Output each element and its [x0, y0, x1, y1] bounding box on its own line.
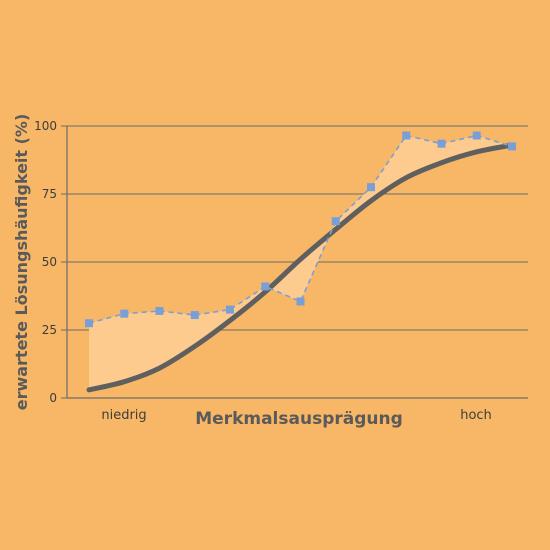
- data-point-3: [190, 311, 199, 320]
- data-point-2: [155, 306, 164, 315]
- data-point-5: [261, 282, 270, 291]
- data-point-12: [508, 142, 516, 151]
- difference-area: [89, 135, 512, 390]
- data-point-6: [296, 297, 305, 306]
- y-tick-label-100: 100: [34, 119, 57, 133]
- y-tick-label-0: 0: [49, 391, 57, 405]
- y-axis-title: erwartete Lösungshäufigkeit (%): [12, 114, 31, 411]
- x-label-high: hoch: [460, 408, 492, 423]
- data-point-7: [331, 217, 340, 226]
- y-tick-label-25: 25: [42, 323, 57, 337]
- y-ticks: 0 25 50 75 100: [34, 119, 67, 405]
- y-tick-label-50: 50: [42, 255, 57, 269]
- data-point-11: [472, 131, 481, 140]
- y-tick-label-75: 75: [42, 187, 57, 201]
- x-label-low: niedrig: [101, 408, 146, 423]
- data-point-1: [120, 309, 129, 318]
- x-axis-title: Merkmalsausprägung: [195, 409, 403, 429]
- gridlines: [67, 125, 528, 331]
- data-point-8: [367, 183, 375, 192]
- series-markers: [85, 131, 516, 328]
- series-solid-curve: [86, 142, 515, 393]
- data-point-4: [226, 305, 234, 314]
- data-point-9: [402, 131, 411, 140]
- data-point-0: [85, 319, 93, 328]
- data-point-10: [437, 139, 446, 148]
